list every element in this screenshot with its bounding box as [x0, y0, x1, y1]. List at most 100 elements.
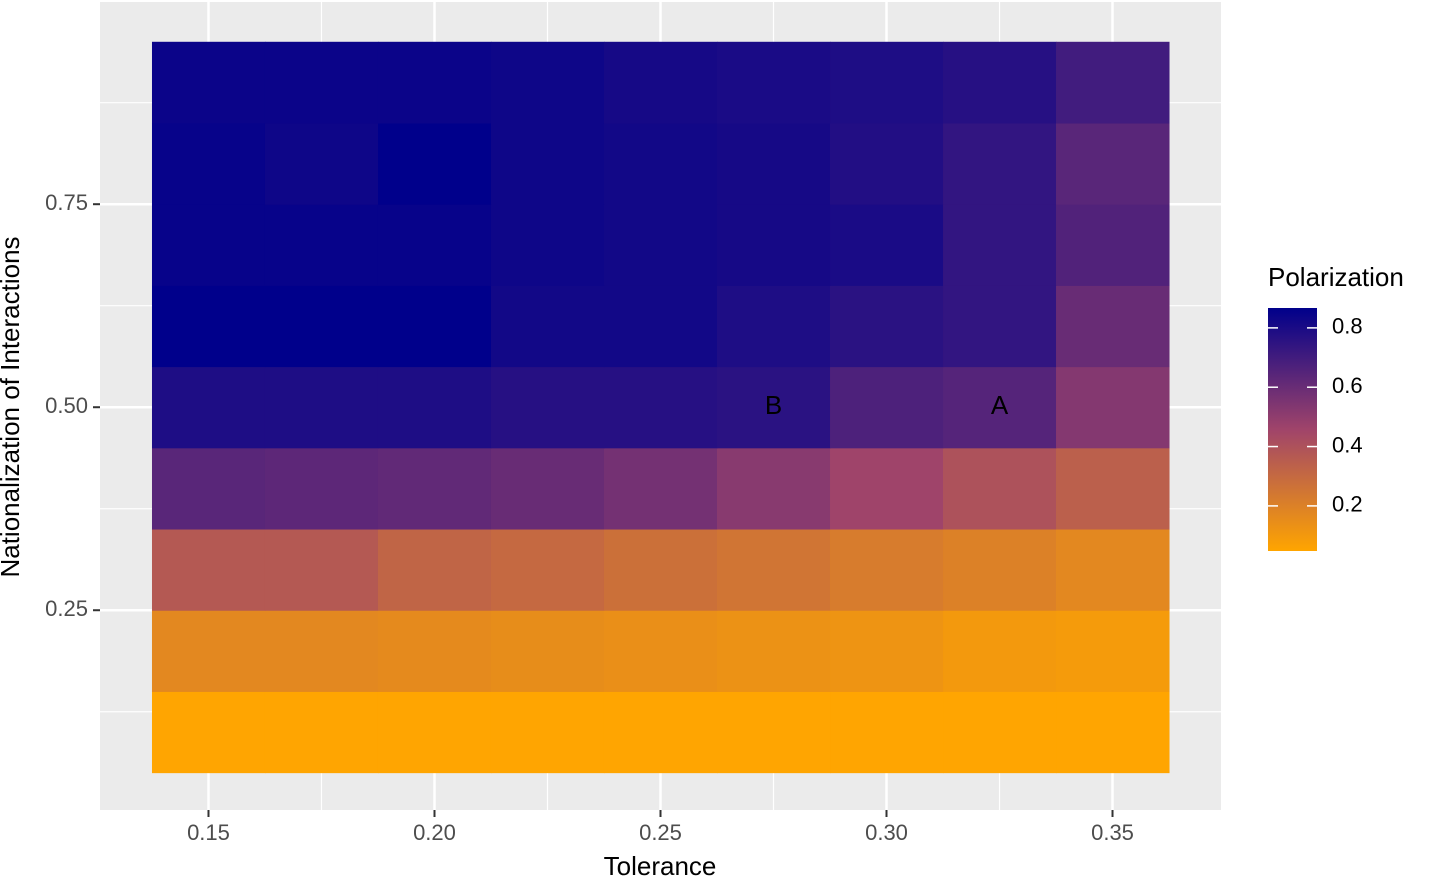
- heatmap-cell: [264, 41, 379, 124]
- heatmap-cell: [830, 447, 944, 530]
- heatmap-cell: [717, 285, 831, 368]
- y-tick-label: 0.75: [45, 190, 88, 215]
- heatmap-cell: [1056, 285, 1170, 368]
- colorbar-tick-label: 0.2: [1332, 492, 1363, 517]
- heatmap-cell: [490, 447, 605, 530]
- heatmap-cell: [151, 366, 266, 449]
- heatmap-cell: [1056, 691, 1170, 774]
- colorbar-tick-label: 0.6: [1332, 373, 1363, 398]
- heatmap-cell: [1056, 610, 1170, 692]
- heatmap-cell: [490, 529, 605, 611]
- heatmap-cell: [943, 41, 1057, 124]
- heatmap-cell: [603, 691, 718, 774]
- heatmap-cell: [830, 529, 944, 611]
- heatmap-cell: [377, 447, 492, 530]
- heatmap-cell: [490, 204, 605, 286]
- heatmap-cell: [603, 610, 718, 692]
- y-tick-label: 0.25: [45, 596, 88, 621]
- heatmap-cell: [377, 366, 492, 449]
- heatmap-cell: [717, 610, 831, 692]
- heatmap-cell: [1056, 204, 1170, 286]
- heatmap-cell: [717, 529, 831, 611]
- heatmap-cell: [151, 204, 266, 286]
- colorbar-tick-label: 0.8: [1332, 314, 1363, 339]
- heatmap-cell: [830, 366, 944, 449]
- heatmap-cell: [943, 285, 1057, 368]
- heatmap-cell: [151, 122, 266, 205]
- heatmap-cell: [377, 204, 492, 286]
- heatmap-cell: [490, 691, 605, 774]
- heatmap-cell: [830, 691, 944, 774]
- annotation: A: [991, 390, 1009, 420]
- heatmap-cell: [1056, 122, 1170, 205]
- heatmap-cell: [264, 204, 379, 286]
- heatmap-cell: [1056, 41, 1170, 124]
- heatmap-cell: [377, 285, 492, 368]
- heatmap-cell: [377, 41, 492, 124]
- heatmap-cell: [717, 366, 831, 449]
- y-tick-label: 0.50: [45, 393, 88, 418]
- heatmap-cell: [490, 610, 605, 692]
- heatmap-cell: [264, 610, 379, 692]
- colorbar: [1268, 308, 1317, 551]
- heatmap-cell: [603, 41, 718, 124]
- x-tick-label: 0.15: [187, 820, 230, 845]
- x-tick-label: 0.30: [865, 820, 908, 845]
- heatmap-cell: [264, 285, 379, 368]
- heatmap-cell: [717, 691, 831, 774]
- x-tick-label: 0.20: [413, 820, 456, 845]
- heatmap-cell: [943, 529, 1057, 611]
- x-tick-label: 0.35: [1091, 820, 1134, 845]
- heatmap-cell: [490, 122, 605, 205]
- heatmap-cell: [1056, 447, 1170, 530]
- heatmap-cell: [264, 529, 379, 611]
- heatmap-cell: [717, 204, 831, 286]
- heatmap-cell: [490, 366, 605, 449]
- heatmap-cell: [603, 204, 718, 286]
- heatmap-cell: [377, 122, 492, 205]
- heatmap-cell: [943, 204, 1057, 286]
- heatmap-cell: [830, 122, 944, 205]
- heatmap-cell: [151, 285, 266, 368]
- heatmap-cell: [151, 41, 266, 124]
- heatmap-cell: [943, 366, 1057, 449]
- heatmap-cell: [151, 447, 266, 530]
- legend-title: Polarization: [1268, 262, 1404, 292]
- heatmap-cell: [377, 610, 492, 692]
- heatmap-cell: [490, 285, 605, 368]
- heatmap-cell: [603, 529, 718, 611]
- heatmap-cell: [603, 366, 718, 449]
- heatmap-cell: [717, 447, 831, 530]
- x-axis-title: Tolerance: [604, 851, 717, 881]
- heatmap-cell: [943, 691, 1057, 774]
- heatmap-cell: [717, 41, 831, 124]
- x-tick-label: 0.25: [639, 820, 682, 845]
- heatmap-cell: [264, 366, 379, 449]
- heatmap-cell: [830, 41, 944, 124]
- heatmap-cell: [377, 529, 492, 611]
- heatmap-cell: [264, 691, 379, 774]
- heatmap-cell: [151, 610, 266, 692]
- heatmap-cell: [943, 122, 1057, 205]
- heatmap-cell: [603, 122, 718, 205]
- heatmap-cell: [943, 447, 1057, 530]
- heatmap-cell: [490, 41, 605, 124]
- heatmap-cell: [717, 122, 831, 205]
- heatmap-cell: [264, 122, 379, 205]
- heatmap-cell: [151, 529, 266, 611]
- colorbar-tick-label: 0.4: [1332, 432, 1363, 457]
- heatmap-cell: [830, 204, 944, 286]
- heatmap-cell: [151, 691, 266, 774]
- annotation: B: [765, 390, 782, 420]
- heatmap-cell: [603, 447, 718, 530]
- heatmap-cell: [830, 285, 944, 368]
- heatmap-cell: [377, 691, 492, 774]
- heatmap-cell: [264, 447, 379, 530]
- heatmap-cell: [1056, 529, 1170, 611]
- heatmap-cell: [603, 285, 718, 368]
- heatmap-cell: [1056, 366, 1170, 449]
- heatmap-cell: [830, 610, 944, 692]
- y-axis-title: Nationalization of Interactions: [0, 236, 25, 577]
- heatmap-cell: [943, 610, 1057, 692]
